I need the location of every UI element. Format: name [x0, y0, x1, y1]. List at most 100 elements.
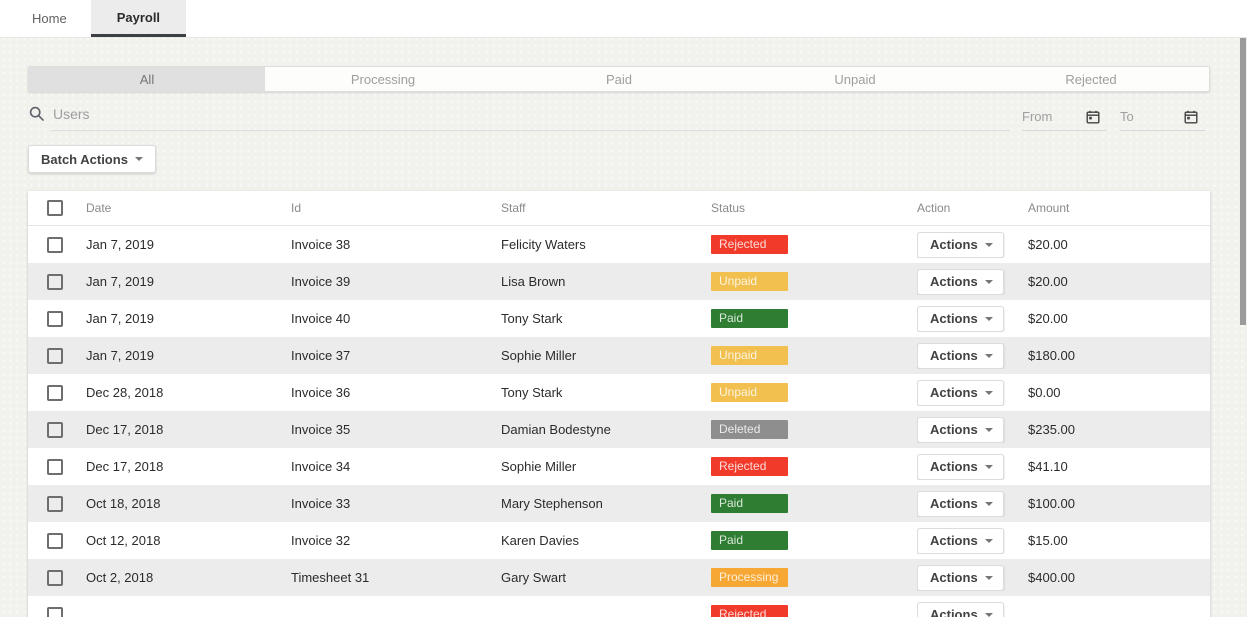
cell-id: Invoice 37 — [291, 348, 351, 363]
chevron-down-icon — [984, 390, 993, 395]
table-row: Oct 12, 2018 Invoice 32 Karen Davies Pai… — [28, 522, 1210, 559]
date-to-field — [1120, 109, 1205, 131]
table-row: Oct 2, 2018 Timesheet 31 Gary Swart Proc… — [28, 559, 1210, 596]
cell-amount: $400.00 — [1028, 570, 1075, 585]
cell-staff: Karen Davies — [501, 533, 580, 548]
cell-date: Oct 2, 2018 — [86, 570, 154, 585]
cell-date: Oct 12, 2018 — [86, 533, 161, 548]
row-checkbox[interactable] — [47, 236, 63, 253]
row-actions-button[interactable]: Actions — [917, 564, 1004, 591]
column-header-amount: Amount — [1028, 201, 1070, 215]
row-checkbox[interactable] — [47, 606, 63, 617]
select-all-checkbox[interactable] — [47, 200, 63, 216]
date-to-input[interactable] — [1120, 109, 1184, 124]
search-underline — [51, 130, 1010, 131]
table-row: Dec 28, 2018 Invoice 36 Tony Stark Unpai… — [28, 374, 1210, 411]
search-input[interactable] — [53, 106, 953, 122]
cell-staff: Mary Stephenson — [501, 496, 603, 511]
cell-staff: Lisa Brown — [501, 274, 566, 289]
status-badge: Processing — [711, 568, 788, 587]
row-actions-button[interactable]: Actions — [917, 342, 1004, 369]
column-header-id: Id — [291, 201, 302, 215]
batch-actions-label: Batch Actions — [41, 151, 128, 167]
cell-amount: $235.00 — [1028, 422, 1075, 437]
cell-date: Dec 28, 2018 — [86, 385, 164, 400]
row-actions-label: Actions — [930, 533, 978, 548]
row-actions-button[interactable]: Actions — [917, 453, 1004, 480]
chevron-down-icon — [984, 242, 993, 247]
status-badge: Paid — [711, 494, 788, 513]
row-checkbox[interactable] — [47, 421, 63, 438]
cell-id: Invoice 34 — [291, 459, 351, 474]
cell-date: Dec 17, 2018 — [86, 459, 164, 474]
filter-tab-unpaid[interactable]: Unpaid — [834, 71, 876, 87]
search-icon — [28, 105, 51, 123]
batch-actions-button[interactable]: Batch Actions — [28, 145, 156, 173]
column-header-action: Action — [917, 201, 951, 215]
cell-amount: $20.00 — [1028, 311, 1068, 326]
cell-staff: Felicity Waters — [501, 237, 586, 252]
row-actions-label: Actions — [930, 311, 978, 326]
row-checkbox[interactable] — [47, 458, 63, 475]
status-badge: Deleted — [711, 420, 788, 439]
status-badge: Rejected — [711, 235, 788, 254]
chevron-down-icon — [984, 501, 993, 506]
row-actions-label: Actions — [930, 237, 978, 252]
invoices-table: Date Id Staff Status Action Amount Jan 7… — [28, 191, 1210, 617]
row-checkbox[interactable] — [47, 310, 63, 327]
row-actions-button[interactable]: Actions — [917, 231, 1004, 258]
status-badge: Unpaid — [711, 272, 788, 291]
cell-staff: Tony Stark — [501, 311, 563, 326]
cell-amount: $100.00 — [1028, 496, 1075, 511]
date-from-field — [1022, 109, 1107, 131]
row-actions-label: Actions — [930, 459, 978, 474]
row-checkbox[interactable] — [47, 347, 63, 364]
cell-date: Jan 7, 2019 — [86, 274, 154, 289]
row-actions-label: Actions — [930, 385, 978, 400]
filter-tab-paid[interactable]: Paid — [605, 71, 633, 87]
app-header: Home Payroll — [0, 0, 1247, 38]
date-from-input[interactable] — [1022, 109, 1086, 124]
row-actions-label: Actions — [930, 570, 978, 585]
vertical-scrollbar[interactable] — [1240, 38, 1246, 325]
row-checkbox[interactable] — [47, 532, 63, 549]
row-actions-button[interactable]: Actions — [917, 268, 1004, 295]
cell-amount: $20.00 — [1028, 237, 1068, 252]
row-actions-button[interactable]: Actions — [917, 416, 1004, 443]
filter-tab-rejected[interactable]: Rejected — [1065, 71, 1117, 87]
row-actions-button[interactable]: Actions — [917, 305, 1004, 332]
status-badge: Rejected — [711, 605, 788, 617]
row-actions-button[interactable]: Actions — [917, 379, 1004, 406]
cell-staff: Tony Stark — [501, 385, 563, 400]
cell-amount: $41.10 — [1028, 459, 1068, 474]
row-actions-button[interactable]: Actions — [917, 601, 1004, 617]
filter-tab-processing[interactable]: Processing — [350, 71, 416, 87]
row-checkbox[interactable] — [47, 569, 63, 586]
cell-id: Timesheet 31 — [291, 570, 370, 585]
row-checkbox[interactable] — [47, 495, 63, 512]
row-actions-button[interactable]: Actions — [917, 527, 1004, 554]
row-checkbox[interactable] — [47, 273, 63, 290]
status-badge: Rejected — [711, 457, 788, 476]
tab-payroll[interactable]: Payroll — [90, 0, 187, 37]
calendar-icon[interactable] — [1086, 110, 1100, 124]
row-checkbox[interactable] — [47, 384, 63, 401]
cell-amount: $20.00 — [1028, 274, 1068, 289]
calendar-icon[interactable] — [1184, 110, 1198, 124]
chevron-down-icon — [984, 464, 993, 469]
chevron-down-icon — [984, 353, 993, 358]
filter-tab-all[interactable]: All — [29, 67, 265, 91]
cell-staff: Sophie Miller — [501, 459, 577, 474]
cell-staff: Damian Bodestyne — [501, 422, 611, 437]
tab-home[interactable]: Home — [32, 11, 67, 26]
cell-staff: Gary Swart — [501, 570, 567, 585]
row-actions-button[interactable]: Actions — [917, 490, 1004, 517]
row-actions-label: Actions — [930, 496, 978, 511]
chevron-down-icon — [984, 427, 993, 432]
chevron-down-icon — [984, 279, 993, 284]
column-header-staff: Staff — [501, 201, 526, 215]
batch-actions-row: Batch Actions — [28, 145, 1210, 173]
cell-amount: $180.00 — [1028, 348, 1075, 363]
status-badge: Paid — [711, 531, 788, 550]
